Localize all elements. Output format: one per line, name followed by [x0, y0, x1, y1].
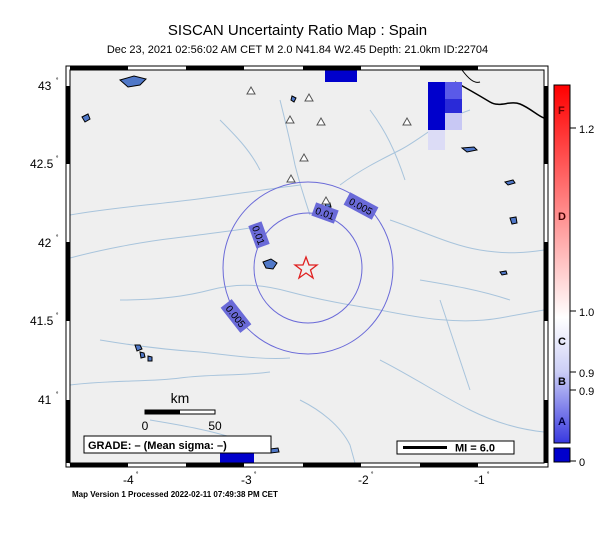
lon-label: -1: [474, 473, 485, 487]
lon-label: -3: [241, 473, 252, 487]
map-frame: [65, 65, 549, 468]
rivers: [69, 99, 545, 464]
colorbar-value: 1.0: [579, 307, 594, 319]
degree-mark: ˚: [56, 155, 59, 164]
scale-bar: km 0 50: [142, 390, 222, 433]
uncertainty-cells: [220, 70, 462, 463]
colorbar-value: 0.9: [579, 368, 594, 380]
station-markers: [246, 85, 412, 205]
lon-label: -4: [123, 473, 134, 487]
degree-mark: ˚: [56, 391, 59, 400]
grade-letter: D: [558, 211, 566, 223]
grade-letter: A: [558, 416, 566, 428]
degree-mark: ˚: [371, 471, 374, 480]
lakes: [81, 75, 518, 454]
lat-label: 41: [38, 393, 52, 407]
map-land: [70, 70, 544, 463]
grade-letter: C: [558, 336, 566, 348]
event-info: Dec 23, 2021 02:56:02 AM CET M 2.0 N41.8…: [106, 44, 489, 56]
degree-mark: ˚: [56, 77, 59, 86]
mi-legend: MI = 6.0: [396, 440, 515, 455]
degree-mark: ˚: [136, 471, 139, 480]
processing-footer: Map Version 1 Processed 2022-02-11 07:49…: [72, 490, 278, 499]
epicenter-star: [293, 255, 319, 280]
grade-letter: F: [558, 105, 565, 117]
lat-label: 43: [38, 79, 52, 93]
uncertainty-contours: [222, 181, 394, 355]
latitude-labels: 43 ˚ 42.5 ˚ 42 ˚ 41.5 ˚ 41 ˚: [30, 77, 59, 407]
scale-unit: km: [171, 390, 190, 406]
scale-tick: 50: [208, 419, 222, 433]
colorbar-value: 1.2: [579, 124, 594, 136]
border-line: [454, 81, 545, 119]
lat-label: 42: [38, 236, 52, 250]
grade-letter: B: [558, 376, 566, 388]
lat-label: 41.5: [30, 314, 54, 328]
scale-tick: 0: [142, 419, 149, 433]
grade-text: GRADE: – (Mean sigma: –): [88, 440, 227, 452]
lon-label: -2: [358, 473, 369, 487]
colorbar-value: 0.9: [579, 386, 594, 398]
degree-mark: ˚: [254, 471, 257, 480]
grade-box: GRADE: – (Mean sigma: –): [83, 435, 272, 454]
colorbar: F D C B A 1.2 1.0 0.9 0.9 0: [553, 84, 594, 469]
degree-mark: ˚: [56, 234, 59, 243]
degree-mark: ˚: [56, 312, 59, 321]
border-line: [461, 69, 481, 83]
degree-mark: ˚: [487, 471, 490, 480]
mi-text: MI = 6.0: [455, 443, 495, 455]
colorbar-value: 0: [579, 457, 585, 469]
longitude-labels: -4 ˚ -3 ˚ -2 ˚ -1 ˚: [123, 471, 490, 487]
map-title: SISCAN Uncertainty Ratio Map : Spain: [167, 22, 428, 39]
lat-label: 42.5: [30, 157, 54, 171]
